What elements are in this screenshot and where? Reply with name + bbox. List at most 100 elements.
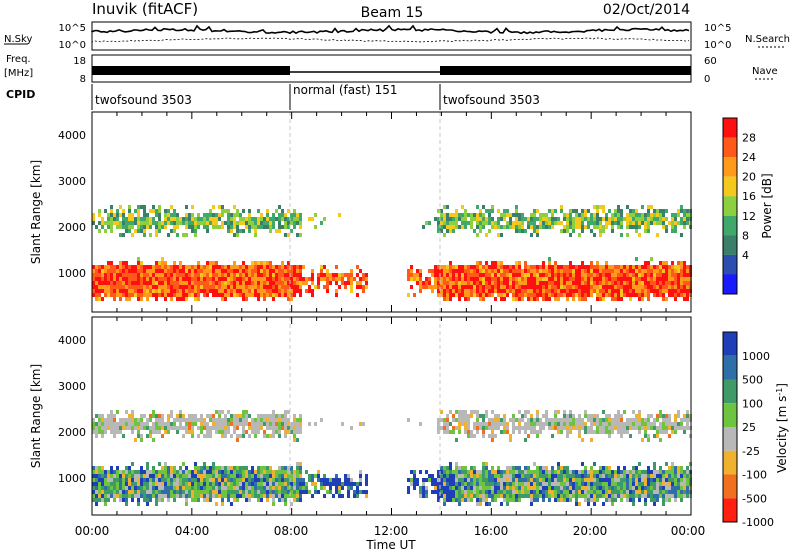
heatmap-cell	[620, 490, 623, 494]
heatmap-cell	[272, 277, 275, 281]
heatmap-cell	[491, 289, 494, 293]
heatmap-cell	[536, 281, 539, 285]
heatmap-cell	[248, 281, 251, 285]
heatmap-cell	[362, 277, 365, 281]
heatmap-cell	[566, 418, 569, 422]
heatmap-cell	[578, 297, 581, 301]
heatmap-cell	[107, 470, 110, 474]
heatmap-cell	[287, 221, 290, 225]
heatmap-cell	[539, 289, 542, 293]
heatmap-cell	[272, 434, 275, 438]
heatmap-cell	[539, 494, 542, 498]
heatmap-cell	[533, 289, 536, 293]
heatmap-cell	[329, 281, 332, 285]
heatmap-cell	[416, 277, 419, 281]
heatmap-cell	[224, 293, 227, 297]
heatmap-cell	[635, 474, 638, 478]
heatmap-cell	[209, 213, 212, 217]
heatmap-cell	[239, 478, 242, 482]
heatmap-cell	[674, 478, 677, 482]
heatmap-cell	[683, 213, 686, 217]
heatmap-cell	[266, 490, 269, 494]
heatmap-cell	[359, 490, 362, 494]
heatmap-cell	[287, 269, 290, 273]
heatmap-cell	[146, 265, 149, 269]
heatmap-cell	[509, 213, 512, 217]
heatmap-cell	[233, 498, 236, 502]
heatmap-cell	[164, 293, 167, 297]
heatmap-cell	[281, 265, 284, 269]
heatmap-cell	[671, 285, 674, 289]
heatmap-cell	[131, 277, 134, 281]
heatmap-cell	[230, 229, 233, 233]
heatmap-cell	[566, 414, 569, 418]
heatmap-cell	[158, 289, 161, 293]
heatmap-cell	[650, 470, 653, 474]
heatmap-cell	[143, 213, 146, 217]
heatmap-cell	[464, 426, 467, 430]
heatmap-cell	[353, 482, 356, 486]
heatmap-cell	[143, 209, 146, 213]
heatmap-cell	[647, 494, 650, 498]
heatmap-cell	[686, 414, 689, 418]
colorbar-swatch	[723, 196, 737, 216]
heatmap-cell	[245, 221, 248, 225]
heatmap-cell	[587, 498, 590, 502]
heatmap-cell	[674, 418, 677, 422]
heatmap-cell	[548, 261, 551, 265]
heatmap-cell	[245, 422, 248, 426]
heatmap-cell	[515, 217, 518, 221]
heatmap-cell	[173, 426, 176, 430]
heatmap-cell	[365, 494, 368, 498]
heatmap-cell	[440, 410, 443, 414]
heatmap-cell	[278, 426, 281, 430]
heatmap-cell	[566, 217, 569, 221]
heatmap-cell	[287, 261, 290, 265]
heatmap-cell	[179, 482, 182, 486]
heatmap-cell	[314, 285, 317, 289]
heatmap-cell	[467, 414, 470, 418]
heatmap-cell	[242, 277, 245, 281]
heatmap-cell	[125, 470, 128, 474]
heatmap-cell	[476, 221, 479, 225]
heatmap-cell	[254, 422, 257, 426]
heatmap-cell	[488, 217, 491, 221]
heatmap-cell	[146, 293, 149, 297]
heatmap-cell	[566, 273, 569, 277]
heatmap-cell	[584, 213, 587, 217]
heatmap-cell	[182, 494, 185, 498]
heatmap-cell	[290, 426, 293, 430]
heatmap-cell	[542, 261, 545, 265]
heatmap-cell	[641, 205, 644, 209]
heatmap-cell	[512, 466, 515, 470]
heatmap-cell	[461, 265, 464, 269]
heatmap-cell	[314, 225, 317, 229]
heatmap-cell	[185, 418, 188, 422]
velocity-heatmap	[92, 410, 692, 506]
heatmap-cell	[236, 209, 239, 213]
heatmap-cell	[221, 422, 224, 426]
freq-band-1	[92, 66, 290, 75]
heatmap-cell	[512, 225, 515, 229]
heatmap-cell	[131, 217, 134, 221]
heatmap-cell	[203, 422, 206, 426]
heatmap-cell	[668, 498, 671, 502]
heatmap-cell	[644, 213, 647, 217]
heatmap-cell	[167, 494, 170, 498]
heatmap-cell	[512, 269, 515, 273]
heatmap-cell	[506, 273, 509, 277]
heatmap-cell	[521, 217, 524, 221]
heatmap-cell	[119, 486, 122, 490]
heatmap-cell	[461, 213, 464, 217]
heatmap-cell	[452, 217, 455, 221]
heatmap-cell	[542, 277, 545, 281]
heatmap-cell	[461, 281, 464, 285]
heatmap-cell	[215, 217, 218, 221]
heatmap-cell	[140, 490, 143, 494]
heatmap-cell	[440, 273, 443, 277]
heatmap-cell	[569, 233, 572, 237]
heatmap-cell	[539, 213, 542, 217]
heatmap-cell	[293, 478, 296, 482]
heatmap-cell	[473, 482, 476, 486]
heatmap-cell	[629, 285, 632, 289]
